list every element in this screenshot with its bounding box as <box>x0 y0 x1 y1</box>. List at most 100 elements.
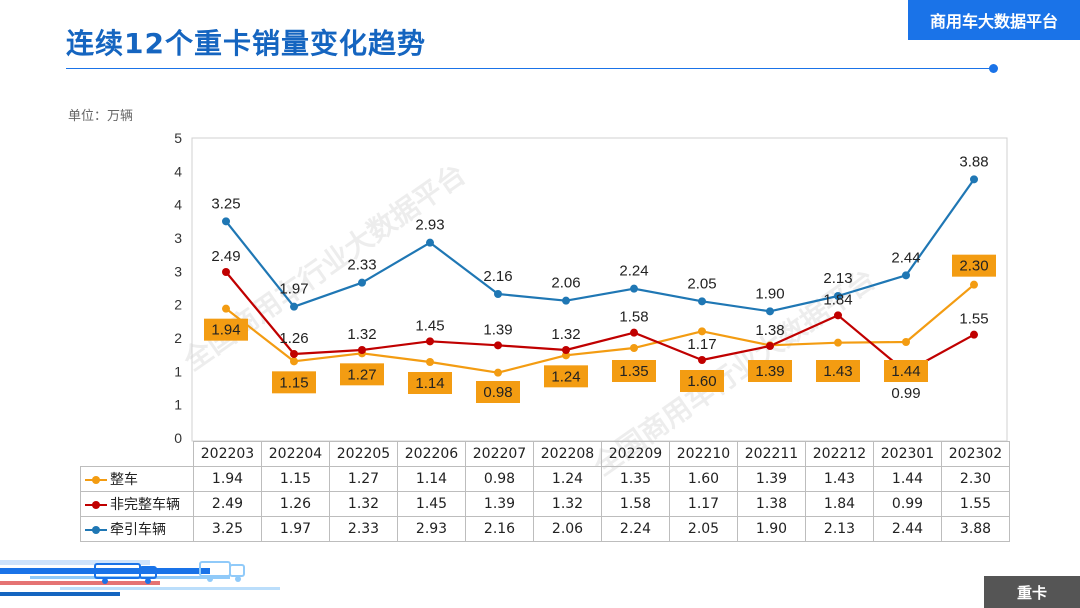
y-tick-label: 1 <box>174 363 182 379</box>
data-label-box-whole-vehicle <box>884 360 928 382</box>
data-label-box-whole-vehicle <box>408 372 452 394</box>
series-legend-cell: 非完整车辆 <box>80 491 194 517</box>
watermark: 全国商用车行业大数据平台 全国商用车行业大数据平台 <box>177 157 882 482</box>
legend-line-marker-icon <box>85 500 107 510</box>
table-value-cell: 2.13 <box>805 516 874 542</box>
data-label-incomplete-vehicle: 1.17 <box>687 336 716 353</box>
unit-label: 单位：万辆 <box>68 109 134 124</box>
data-label-tractor: 2.24 <box>619 263 648 280</box>
x-category-label: 202301 <box>873 441 942 467</box>
data-label-incomplete-vehicle: 1.55 <box>959 311 988 328</box>
table-value-cell: 2.93 <box>397 516 466 542</box>
series-lines <box>225 178 975 374</box>
series-name: 牵引车辆 <box>110 522 166 538</box>
data-point-whole-vehicle <box>834 338 842 347</box>
brand-badge: 商用车大数据平台 <box>908 0 1080 40</box>
data-label-whole-vehicle: 1.44 <box>891 363 920 380</box>
y-tick-label: 5 <box>174 130 182 146</box>
y-tick-label: 1 <box>174 397 182 413</box>
data-point-tractor <box>358 278 366 287</box>
x-category-label: 202205 <box>329 441 398 467</box>
x-category-label: 202208 <box>533 441 602 467</box>
table-value-cell: 1.43 <box>805 466 874 492</box>
table-value-cell: 1.27 <box>329 466 398 492</box>
data-point-incomplete-vehicle <box>426 337 434 346</box>
data-point-whole-vehicle <box>970 280 978 289</box>
x-category-label: 202203 <box>193 441 262 467</box>
series-legend-cell: 整车 <box>80 466 194 492</box>
data-label-box-whole-vehicle <box>816 360 860 382</box>
table-value-cell: 2.33 <box>329 516 398 542</box>
data-point-incomplete-vehicle <box>834 311 842 320</box>
data-label-box-whole-vehicle <box>340 363 384 386</box>
watermark-text: 全国商用车行业大数据平台 <box>177 157 472 377</box>
data-point-tractor <box>222 217 230 226</box>
data-label-box-whole-vehicle <box>748 360 792 382</box>
data-label-whole-vehicle: 1.14 <box>415 375 444 392</box>
data-point-whole-vehicle <box>698 327 706 336</box>
data-point-tractor <box>698 297 706 306</box>
truck-banner-graphic <box>0 560 280 596</box>
title-divider <box>66 68 994 69</box>
data-label-box-whole-vehicle <box>272 371 316 394</box>
data-label-tractor: 2.16 <box>483 268 512 285</box>
table-value-cell: 1.58 <box>601 491 670 517</box>
x-category-label: 202210 <box>669 441 738 467</box>
data-label-incomplete-vehicle: 1.32 <box>347 326 376 343</box>
table-row: 整车 1.94 1.15 1.27 1.14 0.98 1.24 1.35 1.60 1.39 1.… <box>80 466 1010 492</box>
data-point-incomplete-vehicle <box>562 346 570 354</box>
data-label-incomplete-vehicle: 1.38 <box>755 322 784 339</box>
data-label-whole-vehicle: 1.43 <box>823 363 852 380</box>
x-category-label: 202212 <box>805 441 874 467</box>
table-value-cell: 1.90 <box>737 516 806 542</box>
table-value-cell: 1.32 <box>533 491 602 517</box>
data-label-tractor: 3.88 <box>959 153 988 170</box>
series-line-whole-vehicle <box>225 283 975 374</box>
table-value-cell: 1.17 <box>669 491 738 517</box>
section-tag: 重卡 <box>984 576 1080 608</box>
x-category-label: 202211 <box>737 441 806 467</box>
table-header-row: 202203 202204 202205 202206 202207 202208 2022… <box>80 441 1010 467</box>
y-tick-label: 2 <box>174 330 182 346</box>
data-label-incomplete-vehicle: 0.99 <box>891 385 920 402</box>
data-label-incomplete-vehicle: 1.45 <box>415 317 444 334</box>
data-point-tractor <box>494 290 502 298</box>
data-point-incomplete-vehicle <box>358 346 366 354</box>
table-value-cell: 1.32 <box>329 491 398 517</box>
table-value-cell: 2.16 <box>465 516 534 542</box>
page-title: 连续12个重卡销量变化趋势 <box>66 27 426 60</box>
y-tick-label: 4 <box>174 197 182 213</box>
data-point-tractor <box>426 238 434 247</box>
data-point-whole-vehicle <box>426 358 434 366</box>
data-point-tractor <box>630 284 638 293</box>
series-legend-cell: 牵引车辆 <box>80 516 194 542</box>
x-category-label: 202209 <box>601 441 670 467</box>
table-value-cell: 1.15 <box>261 466 330 492</box>
table-value-cell: 1.44 <box>873 466 942 492</box>
data-label-box-whole-vehicle <box>204 318 248 341</box>
table-value-cell: 2.24 <box>601 516 670 542</box>
data-label-incomplete-vehicle: 1.58 <box>619 309 648 326</box>
table-value-cell: 1.39 <box>465 491 534 517</box>
data-point-whole-vehicle <box>222 304 230 313</box>
data-point-incomplete-vehicle <box>290 350 298 358</box>
data-label-tractor: 2.05 <box>687 275 716 292</box>
data-label-box-whole-vehicle <box>612 360 656 382</box>
data-point-tractor <box>970 175 978 184</box>
y-tick-label: 4 <box>174 163 182 179</box>
data-label-tractor: 2.93 <box>415 217 444 234</box>
table-value-cell: 1.26 <box>261 491 330 517</box>
data-label-tractor: 1.97 <box>279 281 308 298</box>
data-table: 202203 202204 202205 202206 202207 202208 2022… <box>80 441 1010 542</box>
table-value-cell: 1.60 <box>669 466 738 492</box>
table-value-cell: 1.14 <box>397 466 466 492</box>
series-points <box>222 175 978 377</box>
data-label-incomplete-vehicle: 1.32 <box>551 326 580 343</box>
data-label-tractor: 2.13 <box>823 270 852 287</box>
table-value-cell: 1.94 <box>193 466 262 492</box>
data-label-incomplete-vehicle: 2.49 <box>211 248 240 265</box>
legend-line-marker-icon <box>85 525 107 535</box>
table-value-cell: 1.24 <box>533 466 602 492</box>
series-name: 整车 <box>110 472 138 488</box>
data-label-box-whole-vehicle <box>476 381 520 403</box>
